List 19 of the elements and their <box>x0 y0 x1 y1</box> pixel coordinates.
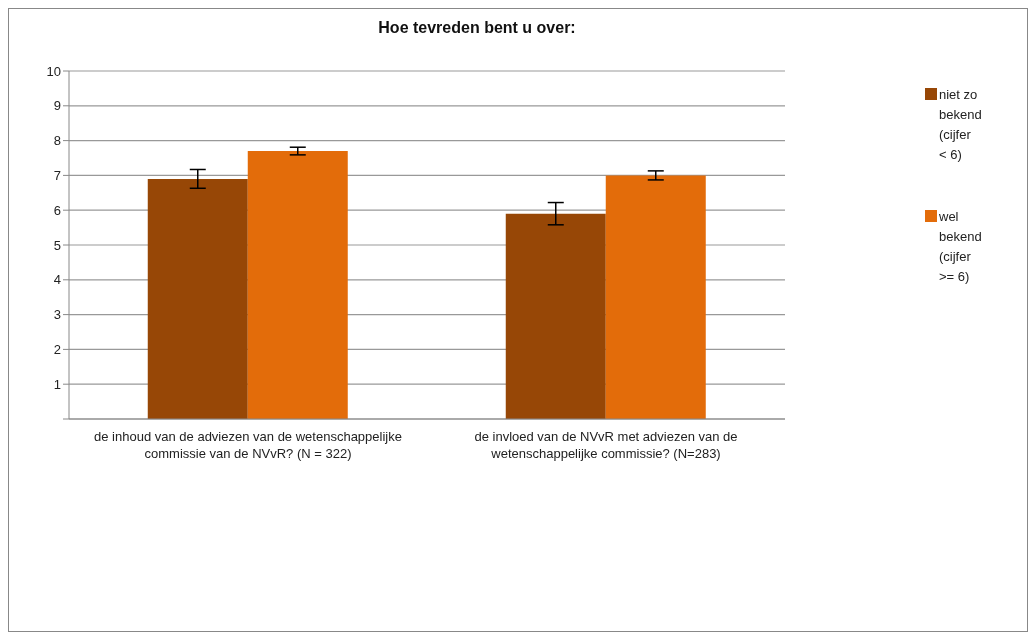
x-tick-label: de invloed van de NVvR met adviezen van de wetenschappelijke commissie? (N=283) <box>474 429 738 461</box>
legend-label: niet zo bekend (cijfer < 6) <box>939 86 982 164</box>
y-tick-label: 1 <box>53 376 61 392</box>
bar <box>505 213 606 419</box>
y-tick-label: 3 <box>53 307 61 323</box>
chart-title: Hoe tevreden bent u over: <box>377 19 577 37</box>
y-tick-label: 4 <box>53 272 61 288</box>
bar <box>147 178 248 419</box>
y-tick-label: 10 <box>46 63 61 79</box>
legend-label: wel bekend (cijfer >= 6) <box>939 208 982 286</box>
y-tick-label: 2 <box>53 342 61 358</box>
y-tick-label: 5 <box>53 237 61 253</box>
y-tick-label: 9 <box>53 98 61 114</box>
x-tick-label: de inhoud van de adviezen van de wetenschappelijke commissie van de NVvR? (N = 322) <box>94 429 402 461</box>
bar <box>247 151 348 419</box>
y-tick-label: 6 <box>53 202 61 218</box>
y-tick-label: 7 <box>53 168 61 184</box>
bar <box>605 175 706 419</box>
y-tick-label: 8 <box>53 133 61 149</box>
